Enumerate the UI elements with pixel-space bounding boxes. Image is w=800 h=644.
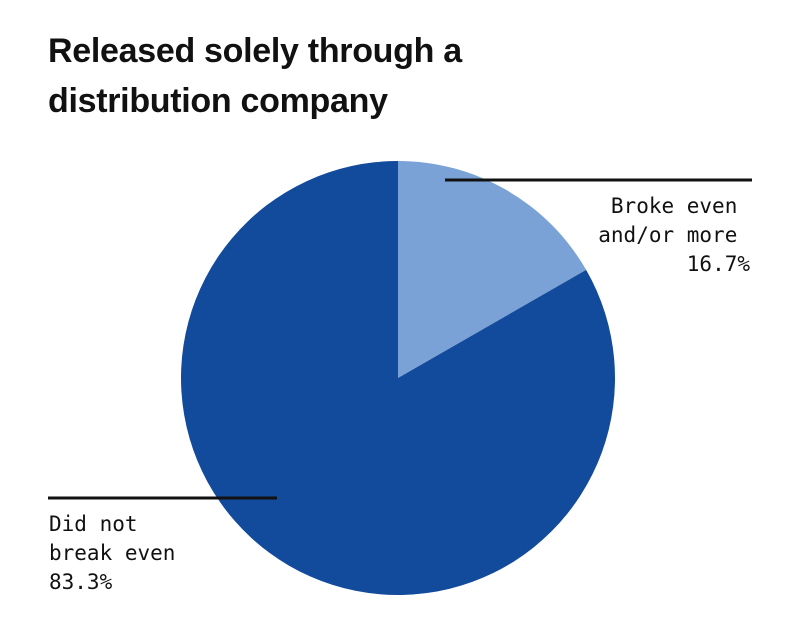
- chart-title-line-1: Released solely through a: [48, 32, 462, 70]
- pie-slice-broke-even: [398, 161, 587, 378]
- chart-title: Released solely through a distribution c…: [48, 26, 748, 126]
- pie-slices: [181, 161, 616, 595]
- slice-label-broke-even: Broke even and/or more 16.7%: [598, 194, 750, 276]
- slice-label-did-not-break-even-line-1: Did not: [49, 512, 138, 536]
- slice-value-did-not-break-even: 83.3%: [49, 570, 113, 594]
- slice-label-did-not-break-even-line-2: break even: [49, 541, 175, 565]
- slice-value-broke-even: 16.7%: [687, 252, 751, 276]
- slice-label-did-not-break-even: Did not break even 83.3%: [49, 512, 188, 594]
- chart-title-line-2: distribution company: [48, 82, 388, 120]
- slice-label-broke-even-line-2: and/or more: [598, 223, 737, 247]
- slice-label-broke-even-line-1: Broke even: [611, 194, 737, 218]
- pie-slice-did-not-break-even: [181, 161, 616, 595]
